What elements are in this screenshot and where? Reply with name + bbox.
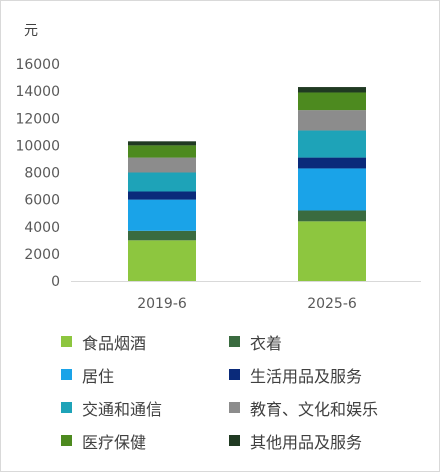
bar-segment [298, 87, 366, 93]
legend-item: 生活用品及服务 [229, 364, 419, 386]
x-tick-label: 2019-6 [137, 296, 187, 312]
bar-segment [298, 157, 366, 169]
legend-item: 交通和通信 [61, 397, 229, 419]
bar-segment [298, 221, 366, 281]
bar-segment [298, 130, 366, 158]
legend-label: 其他用品及服务 [250, 432, 363, 452]
y-tick-label: 8000 [24, 166, 60, 182]
bar-segment [298, 210, 366, 222]
legend-item: 衣着 [229, 331, 419, 353]
chart-svg: 元 0200040006000800010000120001400016000 … [15, 23, 421, 312]
legend-swatch [61, 435, 72, 446]
bar-segment [298, 110, 366, 131]
legend-item: 医疗保健 [61, 430, 229, 452]
y-tick-label: 6000 [24, 193, 60, 209]
legend-swatch [61, 369, 72, 380]
x-tick-label: 2025-6 [307, 296, 357, 312]
y-tick-label: 10000 [15, 138, 60, 154]
bar-segment [128, 230, 196, 241]
y-tick-label: 12000 [15, 111, 60, 127]
y-tick-label: 0 [51, 274, 60, 290]
legend-item: 居住 [61, 364, 229, 386]
legend-swatch [229, 336, 240, 347]
x-axis-ticks: 2019-6 2025-6 [137, 296, 357, 312]
bar-segment [128, 199, 196, 231]
legend-swatch [61, 402, 72, 413]
legend-label: 生活用品及服务 [250, 366, 363, 386]
legend-item: 食品烟酒 [61, 331, 229, 353]
bar-segment [128, 141, 196, 146]
legend: 食品烟酒 衣着居住 生活用品及服务交通和通信 教育、文化和娱乐医疗保健 其他用品及服务 [61, 331, 431, 452]
bar-segment [298, 92, 366, 111]
legend-label: 教育、文化和娱乐 [250, 399, 379, 419]
y-tick-label: 2000 [24, 247, 60, 263]
bar-segment [128, 240, 196, 281]
legend-swatch [229, 435, 240, 446]
legend-item: 教育、文化和娱乐 [229, 397, 419, 419]
y-unit-label: 元 [24, 23, 38, 39]
y-tick-label: 16000 [15, 57, 60, 73]
legend-swatch [229, 369, 240, 380]
bar-segment [128, 172, 196, 192]
legend-swatch [229, 402, 240, 413]
legend-label: 食品烟酒 [82, 333, 147, 353]
legend-label: 医疗保健 [82, 432, 147, 452]
legend-swatch [61, 336, 72, 347]
legend-label: 居住 [82, 366, 115, 386]
bar-segment [128, 157, 196, 173]
legend-label: 交通和通信 [82, 399, 163, 419]
y-tick-label: 4000 [24, 220, 60, 236]
bar-segment [298, 168, 366, 211]
legend-label: 衣着 [250, 333, 283, 353]
bar-segment [128, 191, 196, 200]
bars-group [128, 87, 366, 281]
y-tick-label: 14000 [15, 84, 60, 100]
legend-item: 其他用品及服务 [229, 430, 419, 452]
bar-segment [128, 145, 196, 158]
y-axis-ticks: 0 2000 4000 6000 8000 10000 12000 14000 16000 [15, 57, 60, 290]
